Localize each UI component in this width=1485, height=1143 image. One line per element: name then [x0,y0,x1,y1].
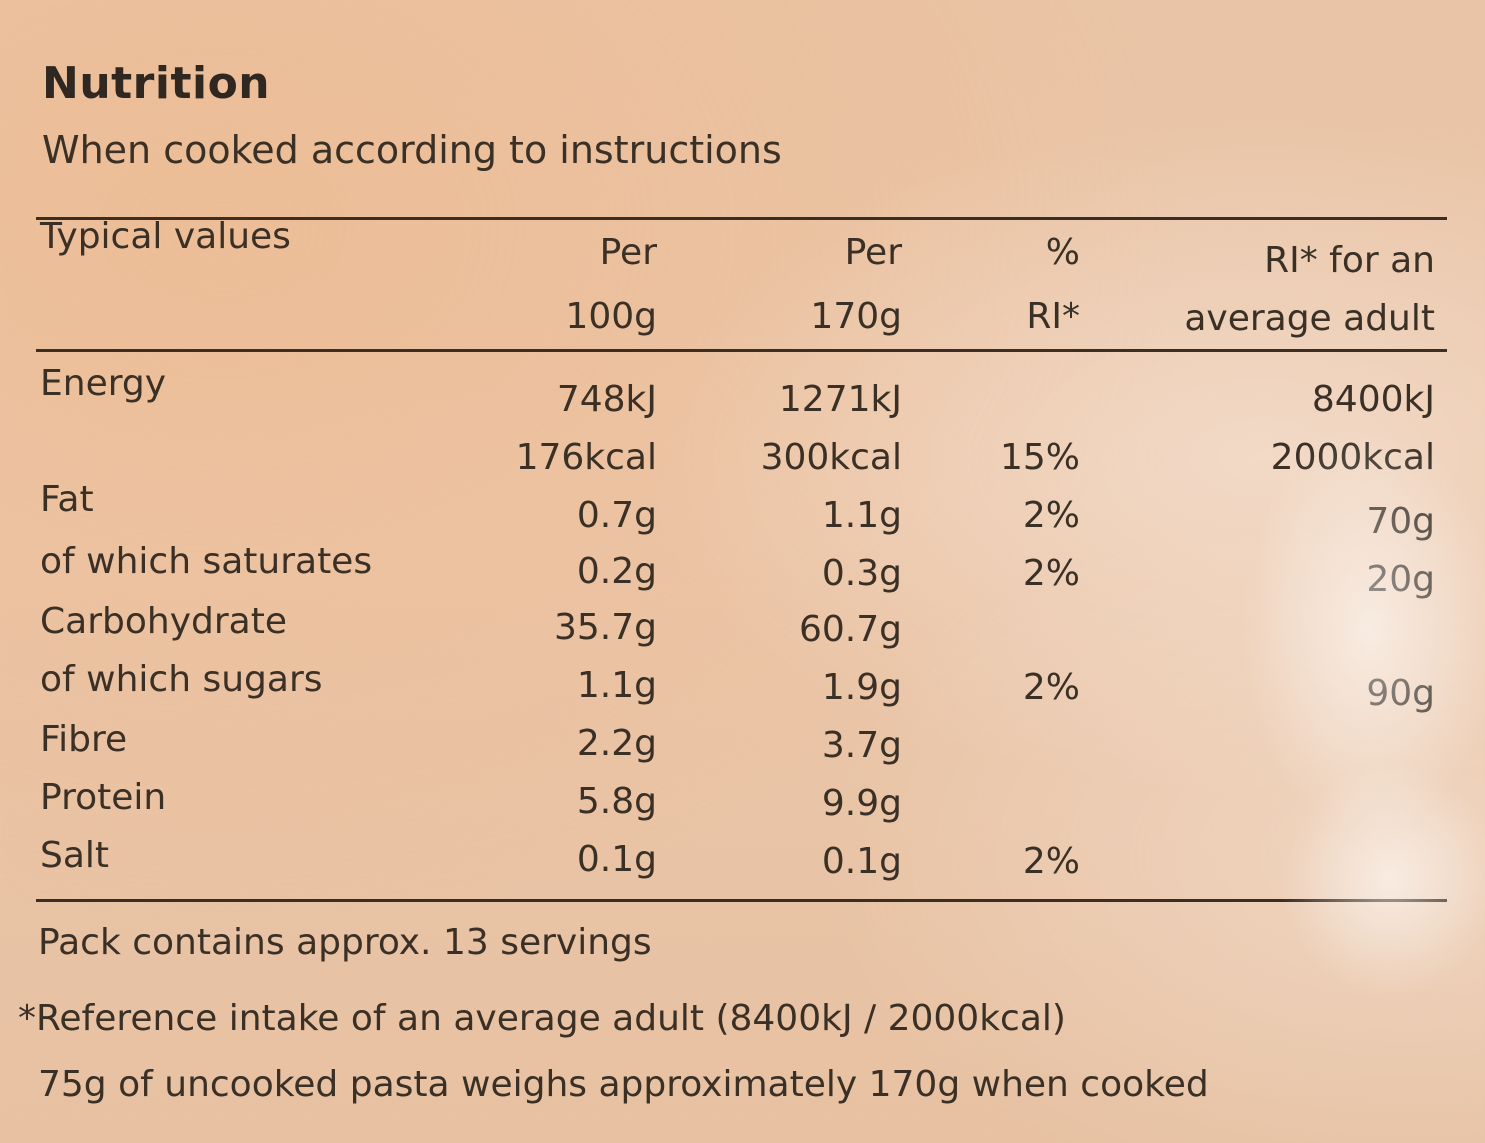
row-ri: 2% [1022,495,1080,536]
row-per170: 1.9g [821,667,902,708]
row-name: Salt [40,835,110,876]
row-adult: 90g [1366,673,1435,714]
servings-note: Pack contains approx. 13 servings [38,922,652,963]
row-per100: 0.7g [576,495,657,536]
row-adult: 20g [1366,559,1435,600]
row-name: Energy [40,363,167,404]
header-per170-line1: Per [844,232,902,273]
header-adult-line1: RI* for an [1264,240,1435,281]
row-per100: 1.1g [576,665,657,706]
row-adult: 8400kJ [1311,379,1435,420]
packaging-glare [1240,420,1485,840]
row-ri: 15% [999,437,1080,478]
row-per100: 35.7g [553,607,657,648]
row-per170: 3.7g [821,725,902,766]
header-adult-line2: average adult [1184,298,1435,339]
row-per170: 0.3g [821,553,902,594]
row-adult: 2000kcal [1270,437,1435,478]
row-per170: 9.9g [821,783,902,824]
packaging-glare [1280,760,1485,1000]
reference-intake-note: *Reference intake of an average adult (8… [18,998,1066,1039]
header-per100-line1: Per [599,232,657,273]
row-per100: 0.2g [576,551,657,592]
header-per170-line2: 170g [810,296,902,337]
row-name: Protein [40,777,167,818]
pasta-weight-note: 75g of uncooked pasta weighs approximate… [38,1064,1209,1105]
top-divider [36,217,1447,220]
header-per100-line2: 100g [565,296,657,337]
row-name: Fat [40,479,94,520]
row-ri: 2% [1022,667,1080,708]
header-ri-line2: RI* [1026,296,1080,337]
row-per100: 0.1g [576,839,657,880]
row-ri: 2% [1022,553,1080,594]
row-per100: 2.2g [576,723,657,764]
row-adult: 70g [1366,501,1435,542]
header-ri-line1: % [1045,232,1080,273]
label-subtitle: When cooked according to instructions [42,128,782,172]
row-name: Carbohydrate [40,601,287,642]
row-name: of which sugars [40,659,323,700]
row-name: Fibre [40,719,128,760]
header-typical-values: Typical values [40,216,291,257]
row-ri: 2% [1022,841,1080,882]
row-per170: 1271kJ [778,379,902,420]
row-name: of which saturates [40,541,373,582]
row-per100: 5.8g [576,781,657,822]
row-per170: 300kcal [760,437,902,478]
row-per170: 60.7g [798,609,902,650]
label-title: Nutrition [42,58,271,109]
row-per100: 176kcal [515,437,657,478]
row-per100: 748kJ [556,379,657,420]
header-divider [36,349,1447,352]
row-per170: 1.1g [821,495,902,536]
table-bottom-divider [36,899,1447,902]
row-per170: 0.1g [821,841,902,882]
